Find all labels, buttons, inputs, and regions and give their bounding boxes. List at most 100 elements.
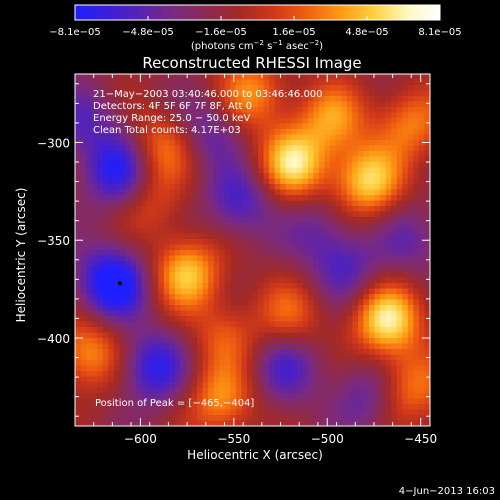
heatmap-cell bbox=[407, 217, 414, 224]
heatmap-cell bbox=[185, 376, 193, 383]
heatmap-cell bbox=[224, 162, 231, 169]
heatmap-cell bbox=[363, 178, 370, 185]
heatmap-cell bbox=[119, 145, 126, 152]
heatmap-cell bbox=[418, 96, 426, 103]
heatmap-cell bbox=[302, 90, 309, 97]
heatmap-cell bbox=[302, 79, 309, 86]
heatmap-cell bbox=[307, 321, 315, 328]
heatmap-cell bbox=[113, 250, 120, 257]
heatmap-cell bbox=[346, 101, 353, 108]
heatmap-cell bbox=[385, 195, 392, 202]
heatmap-cell bbox=[80, 222, 87, 229]
heatmap-cell bbox=[191, 272, 198, 279]
heatmap-cell bbox=[274, 283, 281, 290]
y-tick-label: −300 bbox=[37, 136, 70, 150]
heatmap-cell bbox=[363, 134, 370, 141]
heatmap-cell bbox=[136, 112, 143, 119]
heatmap-cell bbox=[174, 101, 181, 108]
heatmap-cell bbox=[91, 327, 98, 334]
heatmap-cell bbox=[424, 222, 430, 229]
heatmap-cell bbox=[335, 376, 342, 383]
heatmap-cell bbox=[102, 90, 109, 97]
heatmap-cell bbox=[152, 151, 159, 158]
heatmap-cell bbox=[335, 272, 342, 279]
heatmap-cell bbox=[374, 299, 381, 306]
heatmap-cell bbox=[235, 211, 243, 218]
heatmap-cell bbox=[224, 310, 231, 317]
heatmap-cell bbox=[119, 409, 126, 416]
heatmap-cell bbox=[319, 255, 326, 262]
heatmap-cell bbox=[263, 393, 270, 400]
heatmap-cell bbox=[136, 85, 143, 92]
heatmap-cell bbox=[380, 393, 387, 400]
heatmap-cell bbox=[258, 321, 265, 328]
heatmap-cell bbox=[202, 393, 209, 400]
heatmap-cell bbox=[213, 371, 220, 378]
heatmap-cell bbox=[124, 140, 132, 147]
heatmap-cell bbox=[285, 398, 292, 405]
heatmap-cell bbox=[202, 156, 209, 163]
heatmap-cell bbox=[136, 420, 143, 426]
heatmap-cell bbox=[246, 129, 254, 136]
heatmap-cell bbox=[363, 184, 370, 191]
heatmap-cell bbox=[424, 338, 430, 345]
heatmap-cell bbox=[191, 305, 198, 312]
heatmap-cell bbox=[319, 173, 326, 180]
heatmap-cell bbox=[424, 310, 430, 317]
heatmap-cell bbox=[391, 277, 398, 284]
heatmap-cell bbox=[341, 398, 348, 405]
heatmap-cell bbox=[302, 129, 309, 136]
heatmap-cell bbox=[307, 299, 315, 306]
heatmap-cell bbox=[91, 371, 98, 378]
heatmap-cell bbox=[119, 129, 126, 136]
heatmap-cell bbox=[357, 211, 365, 218]
heatmap-cell bbox=[418, 167, 426, 174]
heatmap-cell bbox=[241, 382, 248, 389]
heatmap-cell bbox=[368, 217, 376, 224]
heatmap-cell bbox=[86, 266, 93, 273]
heatmap-cell bbox=[208, 118, 215, 125]
heatmap-cell bbox=[208, 376, 215, 383]
heatmap-cell bbox=[246, 112, 254, 119]
heatmap-cell bbox=[246, 107, 254, 114]
heatmap-cell bbox=[324, 393, 331, 400]
heatmap-cell bbox=[75, 250, 82, 257]
heatmap-cell bbox=[97, 195, 104, 202]
heatmap-cell bbox=[368, 255, 376, 262]
heatmap-cell bbox=[208, 206, 215, 213]
heatmap-cell bbox=[341, 222, 348, 229]
heatmap-cell bbox=[352, 398, 359, 405]
heatmap-cell bbox=[319, 398, 326, 405]
heatmap-cell bbox=[80, 200, 87, 207]
heatmap-cell bbox=[246, 343, 254, 350]
heatmap-cell bbox=[396, 393, 403, 400]
heatmap-cell bbox=[230, 228, 237, 235]
heatmap-cell bbox=[346, 305, 353, 312]
heatmap-cell bbox=[191, 140, 198, 147]
heatmap-cell bbox=[136, 371, 143, 378]
heatmap-cell bbox=[374, 376, 381, 383]
heatmap-cell bbox=[219, 277, 226, 284]
heatmap-cell bbox=[357, 112, 365, 119]
heatmap-cell bbox=[241, 222, 248, 229]
heatmap-cell bbox=[302, 283, 309, 290]
heatmap-cell bbox=[407, 299, 414, 306]
heatmap-cell bbox=[258, 145, 265, 152]
heatmap-cell bbox=[269, 101, 276, 108]
heatmap-cell bbox=[396, 371, 403, 378]
heatmap-cell bbox=[341, 206, 348, 213]
heatmap-cell bbox=[152, 382, 159, 389]
heatmap-cell bbox=[174, 233, 181, 240]
heatmap-cell bbox=[241, 343, 248, 350]
heatmap-cell bbox=[396, 382, 403, 389]
heatmap-cell bbox=[424, 211, 430, 218]
heatmap-cell bbox=[269, 189, 276, 196]
heatmap-cell bbox=[269, 332, 276, 339]
heatmap-cell bbox=[246, 393, 254, 400]
heatmap-cell bbox=[380, 272, 387, 279]
heatmap-cell bbox=[252, 239, 259, 246]
heatmap-cell bbox=[418, 134, 426, 141]
heatmap-cell bbox=[258, 140, 265, 147]
heatmap-cell bbox=[363, 283, 370, 290]
heatmap-cell bbox=[296, 123, 304, 130]
